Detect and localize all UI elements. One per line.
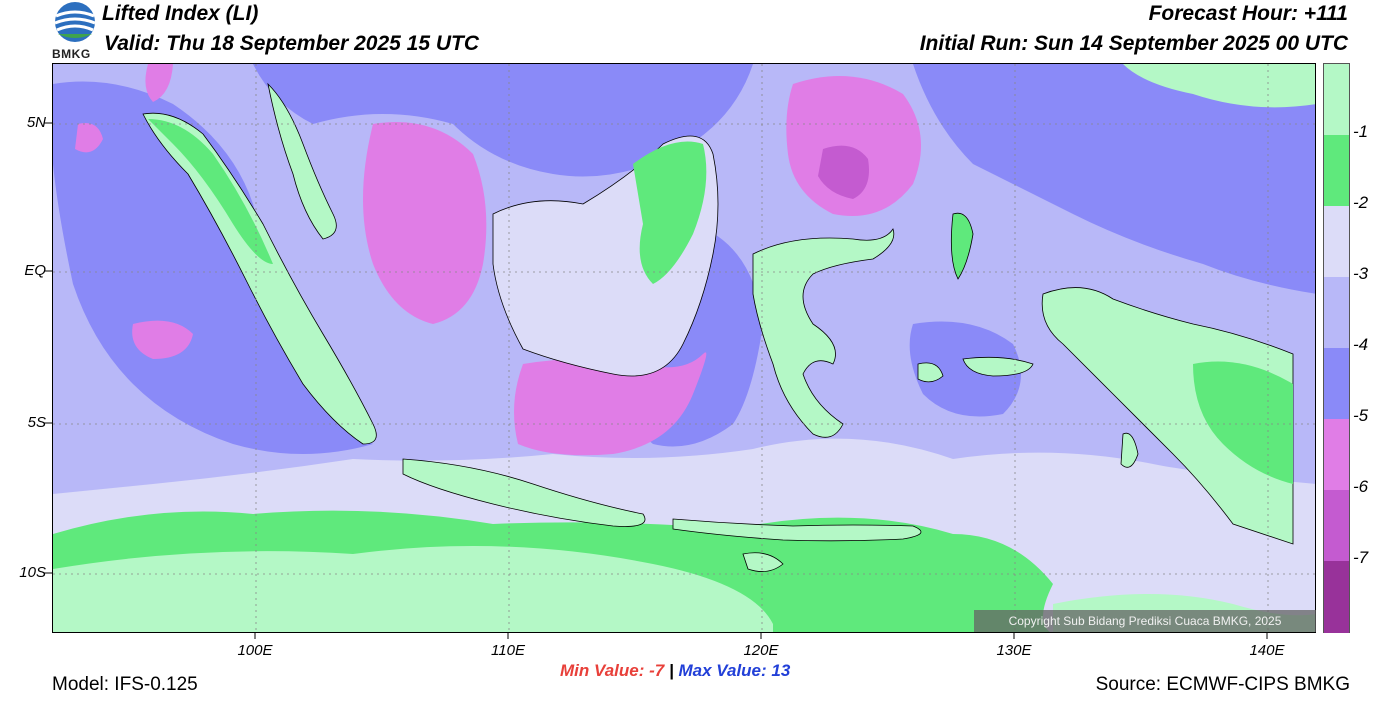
minmax-separator: | — [668, 661, 674, 680]
min-max-values: Min Value: -7 | Max Value: 13 — [560, 661, 790, 681]
lat-label-10s: 10S — [19, 564, 46, 581]
field-blue-north — [253, 64, 753, 177]
lon-label-100e: 100E — [237, 642, 273, 659]
field-papua — [1041, 287, 1294, 545]
colorbar-segment — [1324, 490, 1349, 562]
colorbar-segment — [1324, 64, 1349, 136]
field-aru — [1120, 432, 1139, 468]
lat-ticks — [44, 122, 52, 574]
lon-label-130e: 130E — [996, 642, 1032, 659]
graticule — [53, 64, 1315, 632]
colorbar-label: -7 — [1353, 548, 1369, 567]
field-magenta-small-north — [145, 64, 173, 102]
field-buru — [917, 362, 944, 383]
field-nusa-tenggara — [672, 518, 922, 542]
lat-label-5s: 5S — [27, 414, 46, 431]
field-java — [402, 458, 646, 527]
colorbar-segment — [1324, 561, 1349, 633]
map-title: Lifted Index (LI) — [102, 2, 259, 25]
model-info: Model: IFS-0.125 — [52, 674, 198, 695]
field-borneo-green — [633, 141, 707, 284]
colorbar — [1323, 63, 1350, 633]
field-magenta-java-sea — [514, 352, 707, 456]
map-canvas — [53, 64, 1315, 632]
field-magenta-indian-ocean — [132, 320, 193, 359]
lon-label-140e: 140E — [1249, 642, 1285, 659]
field-green-sumatra — [142, 112, 377, 445]
max-value: 13 — [771, 661, 791, 680]
field-purple-core — [818, 145, 869, 199]
field-magenta-small-west — [75, 123, 103, 153]
colorbar-label: -5 — [1353, 406, 1369, 425]
colorbar-label: -2 — [1353, 193, 1369, 212]
min-label: Min Value: — [560, 661, 645, 680]
lon-ticks — [254, 632, 1268, 639]
colorbar-label: -1 — [1353, 122, 1369, 141]
colorbar-segment — [1324, 348, 1349, 420]
colorbar-label: -6 — [1353, 477, 1369, 496]
field-light-green-northeast — [1123, 64, 1315, 108]
field-blue-east — [909, 321, 1021, 417]
lat-label-5n: 5N — [26, 114, 46, 131]
logo-text: BMKG — [52, 47, 91, 61]
bmkg-logo — [50, 0, 100, 62]
field-halmahera — [950, 212, 974, 280]
colorbar-label: -4 — [1353, 335, 1369, 354]
max-label: Max Value: — [678, 661, 767, 680]
min-value: -7 — [649, 661, 665, 680]
lat-label-eq: EQ — [24, 262, 46, 279]
field-magenta-south-china-sea — [363, 122, 487, 324]
valid-time: Valid: Thu 18 September 2025 15 UTC — [104, 32, 480, 55]
field-sulawesi — [752, 228, 895, 438]
field-malay-peninsula — [267, 82, 337, 240]
source-info: Source: ECMWF-CIPS BMKG — [1095, 674, 1350, 695]
field-green-sumatra-edge — [148, 119, 273, 264]
copyright-notice: Copyright Sub Bidang Prediksi Cuaca BMKG… — [974, 610, 1316, 632]
forecast-hour: Forecast Hour: +111 — [1148, 2, 1348, 25]
initial-run: Initial Run: Sun 14 September 2025 00 UT… — [919, 32, 1348, 55]
field-sumba — [742, 552, 784, 572]
colorbar-segment — [1324, 206, 1349, 278]
field-seram — [962, 356, 1034, 377]
lon-label-120e: 120E — [743, 642, 779, 659]
field-papua-green — [1193, 361, 1293, 484]
field-blue-northeast — [913, 64, 1315, 294]
field-light-green-south — [53, 546, 773, 632]
lon-label-110e: 110E — [491, 642, 525, 659]
colorbar-label: -3 — [1353, 264, 1369, 283]
colorbar-segment — [1324, 277, 1349, 349]
colorbar-segment — [1324, 135, 1349, 207]
colorbar-segment — [1324, 419, 1349, 491]
lifted-index-map — [52, 63, 1316, 633]
field-magenta-celebes-sea — [786, 76, 921, 216]
